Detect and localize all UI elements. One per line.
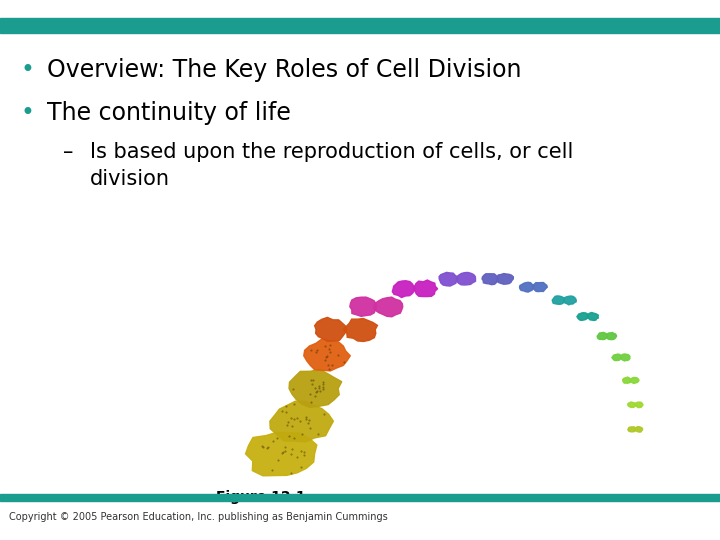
Text: The continuity of life: The continuity of life	[47, 102, 291, 125]
Polygon shape	[628, 427, 636, 432]
Polygon shape	[597, 333, 608, 340]
Polygon shape	[392, 281, 415, 298]
Polygon shape	[520, 282, 534, 292]
Polygon shape	[289, 369, 342, 407]
Text: •: •	[20, 58, 35, 82]
Text: –: –	[63, 142, 73, 163]
Text: Is based upon the reproduction of cells, or cell: Is based upon the reproduction of cells,…	[90, 142, 573, 163]
Polygon shape	[635, 402, 643, 408]
Polygon shape	[587, 313, 598, 321]
Polygon shape	[533, 282, 547, 292]
Polygon shape	[439, 272, 458, 286]
Text: •: •	[20, 102, 35, 125]
Polygon shape	[343, 319, 377, 341]
Polygon shape	[315, 318, 346, 341]
Polygon shape	[564, 296, 576, 305]
Polygon shape	[606, 333, 616, 340]
Polygon shape	[552, 296, 564, 305]
Polygon shape	[246, 433, 317, 476]
Polygon shape	[623, 377, 631, 383]
Polygon shape	[374, 297, 402, 317]
Polygon shape	[350, 297, 377, 316]
Polygon shape	[414, 280, 438, 296]
Polygon shape	[612, 354, 621, 361]
Text: Copyright © 2005 Pearson Education, Inc. publishing as Benjamin Cummings: Copyright © 2005 Pearson Education, Inc.…	[9, 512, 387, 522]
Polygon shape	[304, 339, 350, 371]
Polygon shape	[497, 274, 513, 284]
Bar	[0, 494, 720, 501]
Text: Figure 12.1: Figure 12.1	[216, 490, 305, 504]
Bar	[0, 18, 720, 33]
Polygon shape	[577, 313, 588, 320]
Polygon shape	[456, 273, 475, 285]
Polygon shape	[628, 402, 636, 407]
Polygon shape	[270, 401, 333, 442]
Polygon shape	[482, 274, 498, 285]
Polygon shape	[635, 427, 642, 432]
Polygon shape	[621, 354, 630, 361]
Text: Overview: The Key Roles of Cell Division: Overview: The Key Roles of Cell Division	[47, 58, 521, 82]
Polygon shape	[630, 377, 639, 383]
Text: division: division	[90, 169, 170, 190]
